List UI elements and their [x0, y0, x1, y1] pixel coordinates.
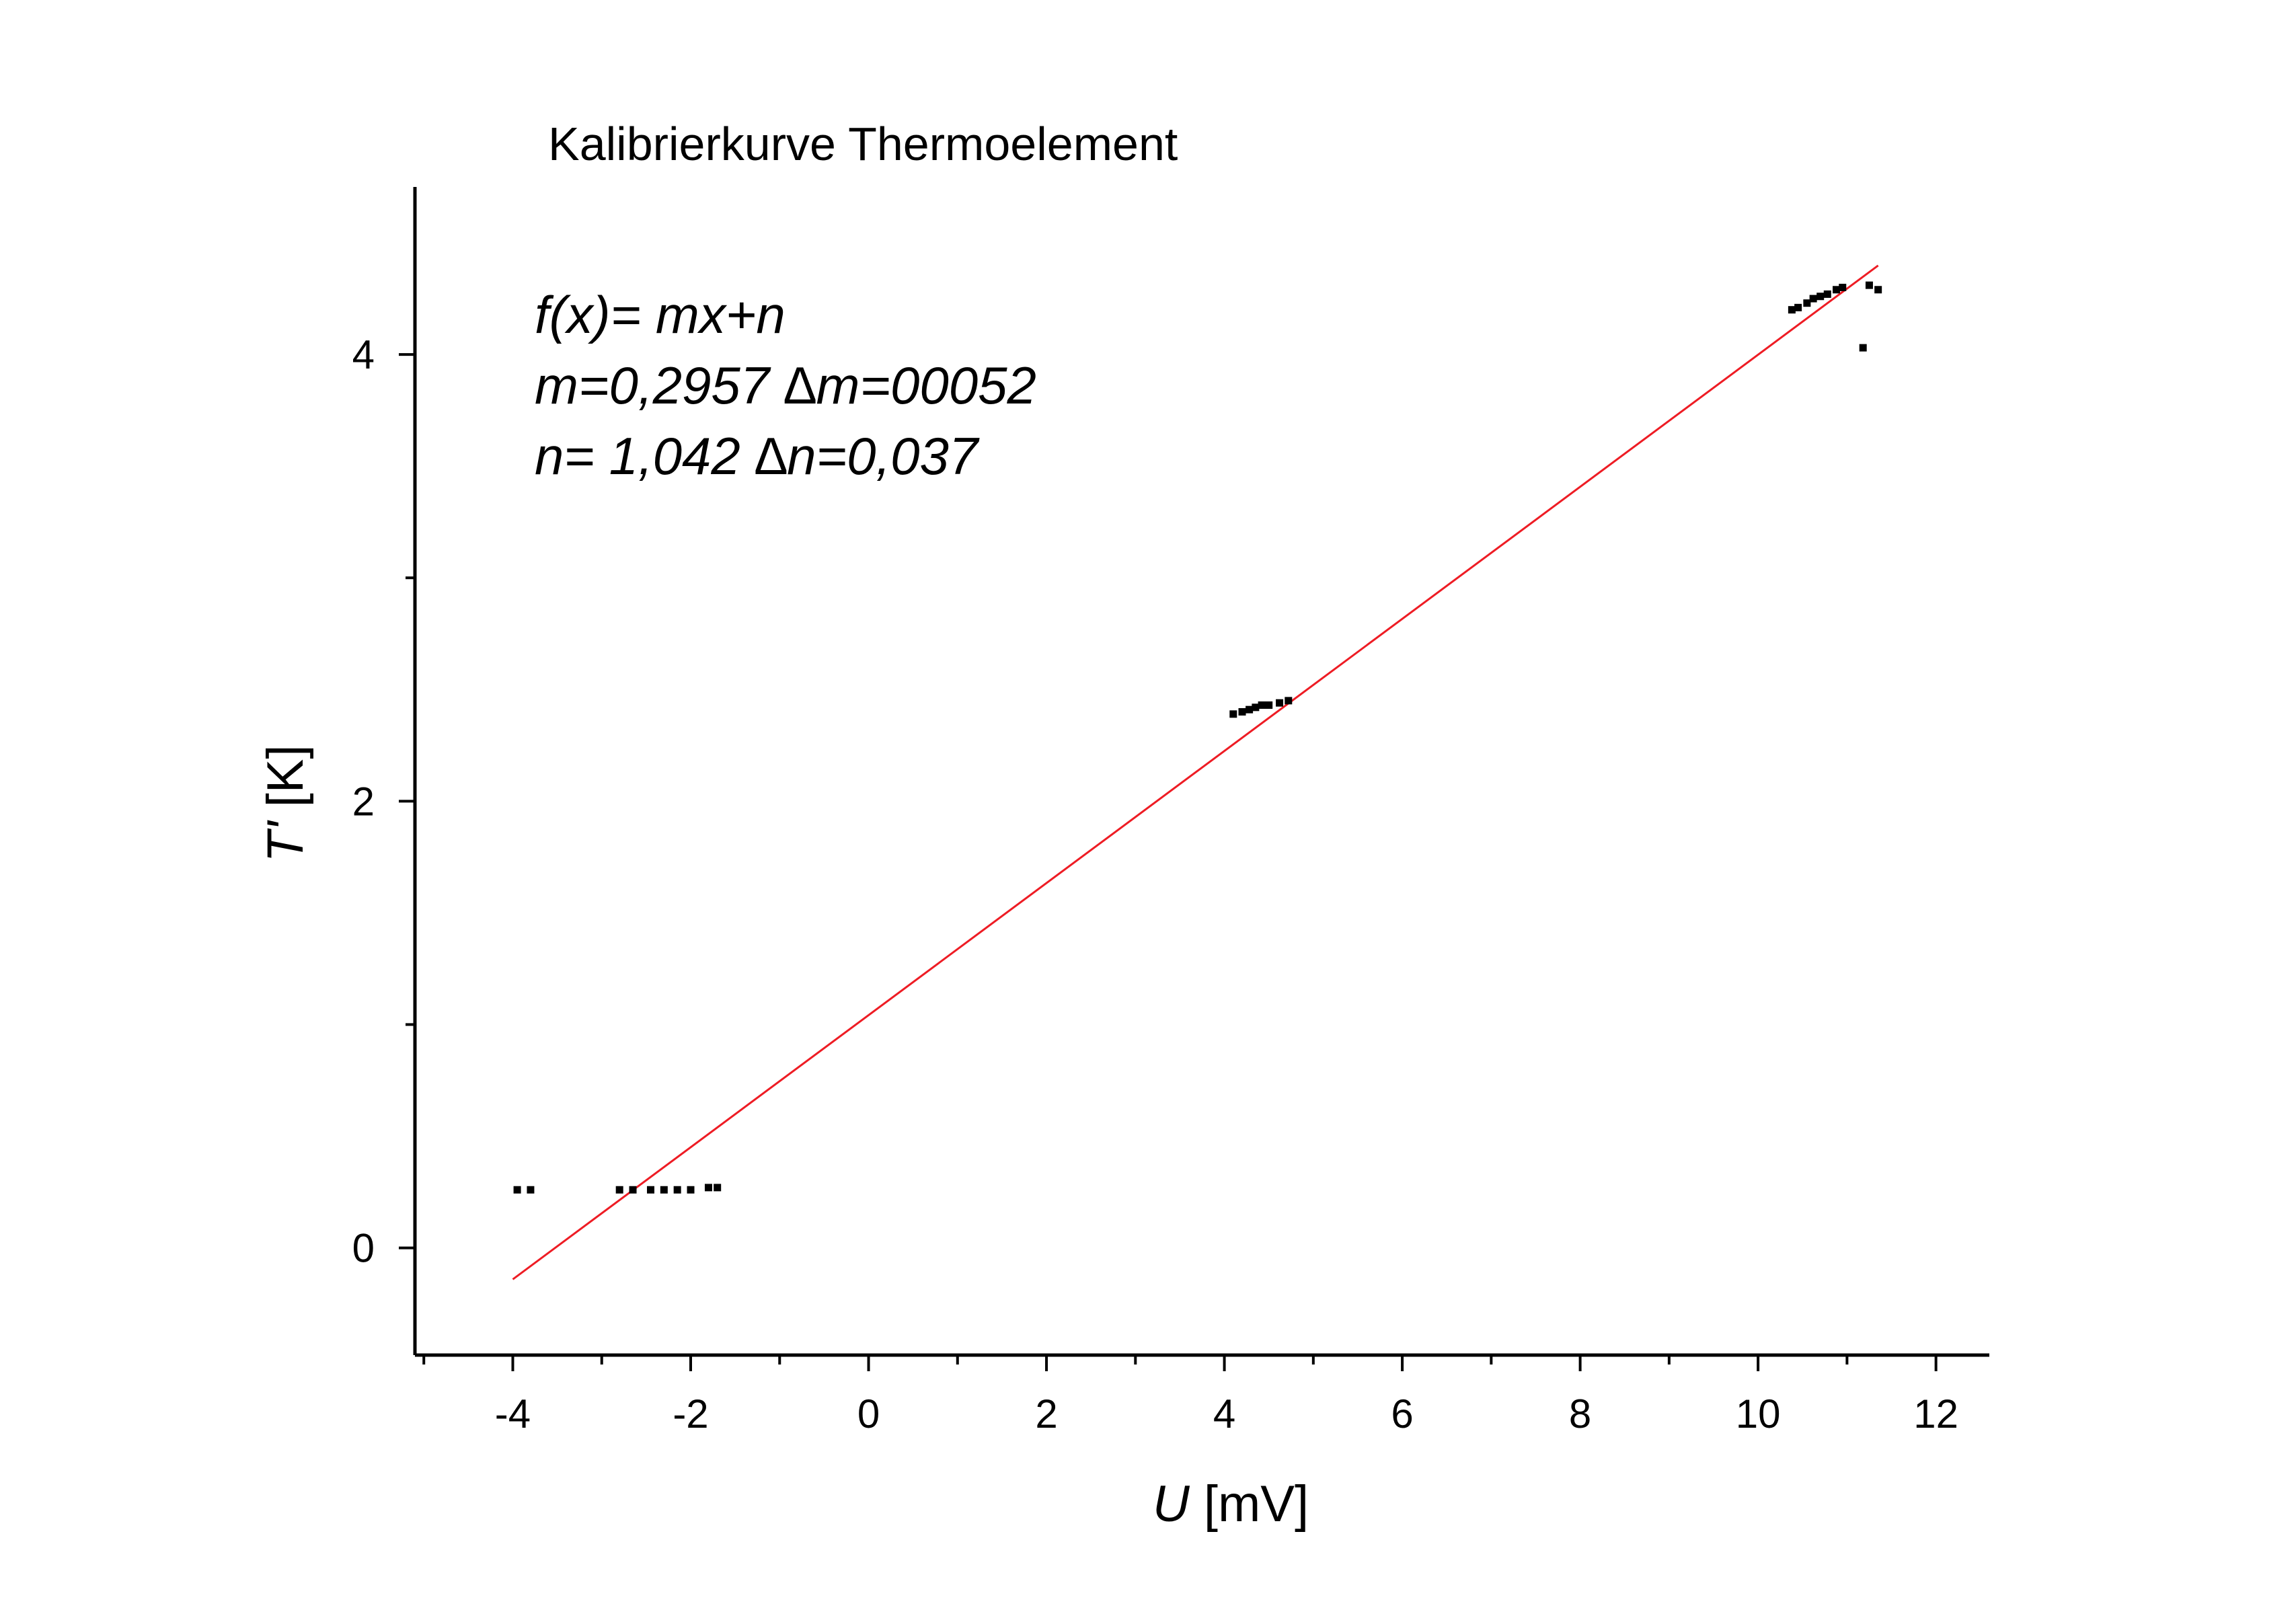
- data-point: [1788, 306, 1796, 314]
- x-tick-label: 8: [1569, 1391, 1591, 1436]
- data-point: [1803, 299, 1811, 307]
- data-point: [1865, 281, 1873, 289]
- data-point: [704, 1184, 712, 1192]
- fit-equation-annotation: f(x)= mx+n m=0,2957 ∆m=00052 n= 1,042 ∆n…: [535, 285, 1036, 486]
- data-point: [1823, 290, 1831, 298]
- x-tick-label: 6: [1391, 1391, 1413, 1436]
- data-point: [646, 1186, 654, 1194]
- annotation-line-3: n= 1,042 ∆n=0,037: [535, 426, 980, 486]
- x-tick-label: 4: [1213, 1391, 1235, 1436]
- data-point: [1816, 293, 1825, 301]
- data-point: [513, 1186, 521, 1194]
- x-tick-label: -2: [673, 1391, 708, 1436]
- data-point: [1285, 697, 1293, 705]
- y-tick-label: 0: [352, 1226, 375, 1271]
- x-axis-variable: U: [1153, 1475, 1190, 1533]
- data-point: [714, 1184, 722, 1192]
- data-point: [1238, 707, 1246, 716]
- y-tick-label: 4: [352, 332, 375, 377]
- y-axis-variable: T': [257, 820, 314, 862]
- x-tick-label: 2: [1035, 1391, 1057, 1436]
- data-point: [1874, 286, 1882, 294]
- data-point: [615, 1186, 623, 1194]
- x-axis-title: U [mV]: [1153, 1475, 1309, 1533]
- data-point: [660, 1186, 668, 1194]
- data-point: [1276, 699, 1284, 707]
- data-point: [527, 1186, 535, 1194]
- x-axis-ticks: -4 -2 0 2 4 6 8 10 12: [422, 1355, 1958, 1436]
- data-point: [1839, 283, 1847, 291]
- data-point: [629, 1186, 637, 1194]
- x-tick-label: 0: [857, 1391, 880, 1436]
- data-point: [1265, 701, 1273, 709]
- data-point: [1258, 701, 1266, 709]
- y-axis-ticks: 0 2 4: [352, 332, 415, 1271]
- y-axis-unit: [K]: [257, 745, 314, 822]
- annotation-line-1: f(x)= mx+n: [535, 285, 786, 344]
- data-point: [673, 1186, 681, 1194]
- data-points-layer: [513, 281, 1882, 1194]
- y-tick-label: 2: [352, 779, 375, 824]
- chart-title: Kalibrierkurve Thermoelement: [548, 118, 1178, 170]
- data-point: [1833, 286, 1841, 294]
- data-point: [1246, 705, 1254, 714]
- x-tick-label: 12: [1913, 1391, 1958, 1436]
- fit-line-layer: [512, 264, 1879, 1280]
- data-point: [1794, 303, 1802, 311]
- y-axis-title: T' [K]: [257, 745, 314, 863]
- data-point: [1229, 710, 1237, 718]
- annotation-line-2: m=0,2957 ∆m=00052: [535, 356, 1036, 415]
- fit-line: [512, 264, 1879, 1280]
- x-tick-label: -4: [495, 1391, 531, 1436]
- data-point: [1252, 703, 1260, 712]
- x-axis-unit: [mV]: [1190, 1475, 1309, 1533]
- data-point: [687, 1186, 695, 1194]
- data-point: [1859, 344, 1867, 352]
- data-point: [1809, 295, 1817, 303]
- x-tick-label: 10: [1736, 1391, 1781, 1436]
